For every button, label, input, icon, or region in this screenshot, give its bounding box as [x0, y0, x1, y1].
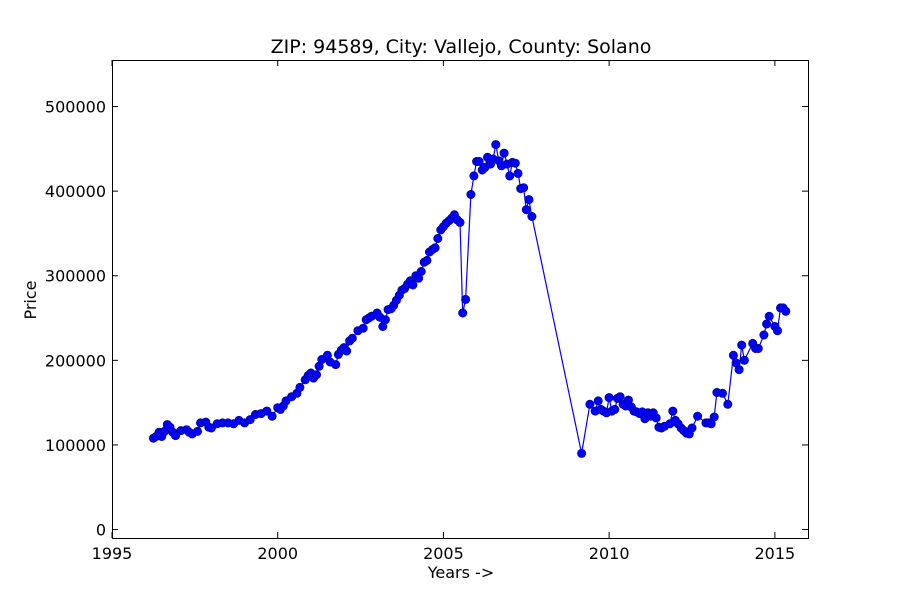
data-point [593, 396, 603, 406]
data-point [687, 423, 697, 433]
data-point [764, 311, 774, 321]
data-point [668, 406, 678, 416]
y-axis-label: Price [21, 280, 40, 319]
x-tick-label: 2000 [257, 544, 298, 563]
data-point [585, 399, 595, 409]
data-point [455, 217, 465, 227]
data-point [469, 171, 479, 181]
series-0 [148, 140, 791, 458]
x-tick-label: 2010 [589, 544, 630, 563]
data-point [358, 323, 368, 333]
y-tick-label: 0 [96, 521, 106, 540]
data-point [347, 333, 357, 343]
data-point [499, 148, 509, 158]
x-axis-label: Years -> [427, 563, 494, 582]
data-point [734, 365, 744, 375]
chart-title: ZIP: 94589, City: Vallejo, County: Solan… [271, 36, 652, 58]
y-tick-label: 300000 [45, 267, 106, 286]
data-point [762, 319, 772, 329]
data-point [433, 234, 443, 244]
data-point [331, 360, 341, 370]
y-tick-label: 100000 [45, 436, 106, 455]
data-point [342, 346, 352, 356]
data-point [772, 326, 782, 336]
data-point [422, 255, 432, 265]
data-point [416, 266, 426, 276]
data-point [739, 355, 749, 365]
data-point [267, 411, 277, 421]
data-point [723, 399, 733, 409]
data-point [651, 413, 661, 423]
data-point [193, 426, 203, 436]
y-tick-label: 400000 [45, 182, 106, 201]
data-point [513, 168, 523, 178]
data-point [728, 350, 738, 360]
data-point [466, 190, 476, 200]
y-tick-label: 500000 [45, 98, 106, 117]
y-tick-label: 200000 [45, 351, 106, 370]
data-point [524, 195, 534, 205]
data-point [521, 205, 531, 215]
data-point [458, 308, 468, 318]
data-point [604, 393, 614, 403]
x-tick-label: 2015 [754, 544, 795, 563]
data-point [693, 411, 703, 421]
data-point [510, 158, 520, 168]
data-point [737, 340, 747, 350]
data-point [759, 330, 769, 340]
axes-layer: 1995 2000 2005 2010 2015 0 100000 200000 300000 4… [45, 60, 808, 563]
data-point [610, 404, 620, 414]
data-point [615, 392, 625, 402]
data-point [491, 140, 501, 150]
series-layer [148, 140, 791, 458]
data-point [781, 306, 791, 316]
data-point [505, 171, 515, 181]
plot-frame [112, 60, 809, 539]
data-point [709, 412, 719, 422]
data-point [311, 370, 321, 380]
data-point [474, 157, 484, 167]
data-point [527, 212, 537, 222]
data-point [430, 243, 440, 253]
data-point [717, 388, 727, 398]
data-point [380, 315, 390, 325]
data-point [408, 280, 418, 290]
x-tick-label: 2005 [423, 544, 464, 563]
data-point [519, 183, 529, 193]
x-tick-label: 1995 [92, 544, 133, 563]
data-point [753, 343, 763, 353]
data-point [577, 448, 587, 458]
data-point [461, 294, 471, 304]
data-point [295, 382, 305, 392]
